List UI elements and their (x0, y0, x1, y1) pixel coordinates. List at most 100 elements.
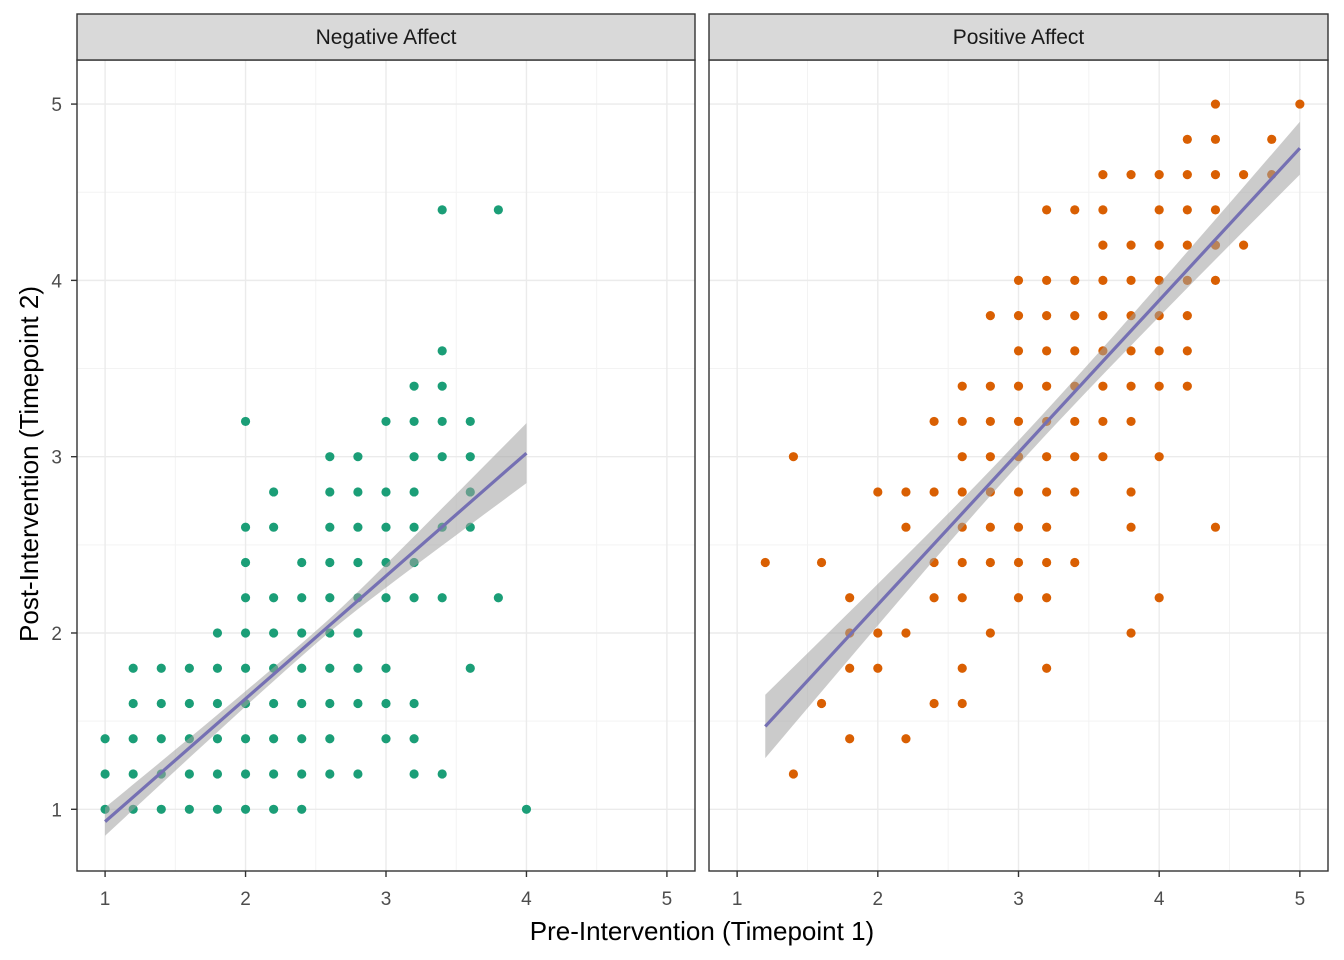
data-point (212, 804, 223, 814)
data-point (957, 452, 967, 462)
data-point (1098, 311, 1108, 321)
data-point (493, 205, 503, 215)
data-point (816, 557, 827, 568)
data-point (1182, 205, 1192, 215)
x-tick-label: 2 (240, 889, 251, 910)
panel-positive-affect: Positive Affect 1 2 3 4 5 (708, 13, 1329, 910)
data-point (437, 346, 447, 356)
data-point (1098, 381, 1108, 391)
data-point (128, 769, 138, 779)
data-point (1070, 416, 1080, 427)
data-point (437, 769, 447, 779)
data-point (212, 734, 223, 744)
data-point (1042, 663, 1052, 673)
panel-negative-affect: Negative Affect 1 2 3 4 5 (76, 13, 696, 910)
data-point (1098, 169, 1108, 180)
x-tick-label: 2 (873, 889, 884, 910)
y-tick-label: 3 (51, 448, 62, 469)
facet-strip-label: Negative Affect (316, 26, 457, 49)
data-point (212, 628, 223, 638)
x-tick-label: 4 (1154, 889, 1165, 910)
data-point (269, 522, 279, 532)
data-point (816, 698, 827, 709)
data-point (100, 769, 110, 779)
data-point (929, 698, 939, 709)
data-point (1013, 522, 1024, 532)
data-point (1070, 557, 1080, 568)
data-point (353, 522, 363, 532)
data-point (985, 522, 995, 532)
data-point (353, 769, 363, 779)
data-point (353, 452, 363, 462)
data-point (1070, 275, 1080, 285)
data-point (1042, 346, 1052, 356)
x-axis-title: Pre-Intervention (Timepoint 1) (530, 916, 874, 946)
data-point (957, 663, 967, 673)
data-point (353, 663, 363, 673)
data-point (409, 381, 419, 391)
data-point (957, 593, 967, 603)
data-point (1042, 311, 1052, 321)
facet-strip-label: Positive Affect (953, 26, 1085, 49)
data-point (325, 452, 335, 462)
data-point (1070, 346, 1080, 356)
data-point (1210, 205, 1221, 215)
data-point (353, 698, 363, 709)
data-point (985, 557, 995, 568)
data-point (156, 663, 166, 673)
data-point (845, 734, 855, 744)
data-point (1154, 381, 1164, 391)
data-point (212, 663, 223, 673)
data-point (1098, 240, 1108, 250)
y-tick-label: 2 (51, 624, 62, 645)
data-point (1013, 593, 1024, 603)
data-point (1126, 346, 1136, 356)
data-point (521, 804, 532, 814)
data-point (985, 452, 995, 462)
data-point (465, 663, 475, 673)
data-point (381, 487, 391, 497)
data-point (929, 593, 939, 603)
data-point (1238, 240, 1249, 250)
data-point (1126, 275, 1136, 285)
x-tick-label: 1 (100, 889, 111, 910)
y-axis: 1 2 3 4 5 (51, 95, 77, 821)
data-point (1295, 99, 1305, 109)
data-point (957, 698, 967, 709)
data-point (409, 452, 419, 462)
data-point (1070, 205, 1080, 215)
data-point (1182, 134, 1192, 144)
data-point (957, 416, 967, 427)
y-tick-label: 1 (51, 800, 62, 821)
data-point (325, 769, 335, 779)
data-point (1154, 346, 1164, 356)
data-point (381, 593, 391, 603)
data-point (297, 557, 307, 568)
data-point (1154, 240, 1164, 250)
data-point (269, 698, 279, 709)
data-point (325, 557, 335, 568)
data-point (1070, 452, 1080, 462)
data-point (240, 628, 251, 638)
data-point (788, 452, 799, 462)
panels-group: Negative Affect 1 2 3 4 5 Positive Affect 1 2 3 4 5 (76, 13, 1329, 910)
data-point (788, 769, 799, 779)
data-point (1098, 416, 1108, 427)
data-point (409, 698, 419, 709)
data-point (212, 769, 223, 779)
data-point (269, 734, 279, 744)
data-point (1126, 169, 1136, 180)
data-point (325, 593, 335, 603)
data-point (437, 593, 447, 603)
data-point (297, 593, 307, 603)
data-point (1126, 522, 1136, 532)
data-point (325, 698, 335, 709)
data-point (184, 698, 194, 709)
data-point (1042, 593, 1052, 603)
regression-line (764, 147, 1302, 728)
data-point (1182, 381, 1192, 391)
data-point (873, 628, 883, 638)
data-point (437, 416, 447, 427)
data-point (100, 734, 110, 744)
